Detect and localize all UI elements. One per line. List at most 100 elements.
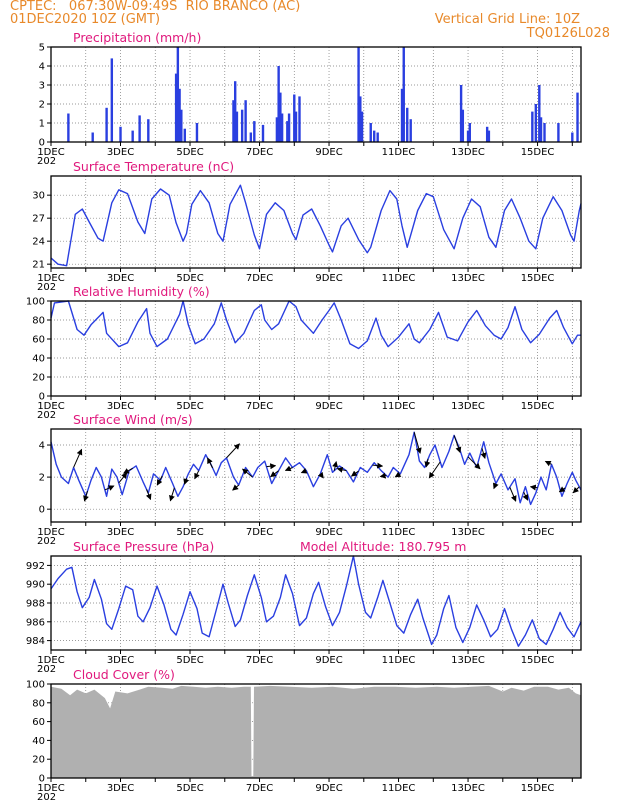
surface-pressure-frame <box>50 555 582 651</box>
wind-arrow <box>522 491 529 501</box>
wind-arrow <box>300 467 308 474</box>
surface-wind-xtick-label: 13DEC <box>451 527 485 538</box>
surface-wind-ytick-label: 4 <box>39 441 45 452</box>
wind-arrow <box>284 465 293 472</box>
cloud-cover-ytick-label: 0 <box>39 774 45 785</box>
surface-pressure-xtick-label: 9DEC <box>315 655 342 666</box>
wind-arrow <box>509 486 517 502</box>
precipitation-bar <box>571 132 574 142</box>
precipitation-xtick-label: 11DEC <box>382 147 416 158</box>
wind-arrow <box>118 472 128 484</box>
wind-arrow <box>232 484 239 491</box>
relative-humidity-xtick-label: 13DEC <box>451 401 485 412</box>
grid-note: Vertical Grid Line: 10Z <box>434 12 580 27</box>
surface-pressure-xtick-label: 7DEC <box>246 655 273 666</box>
surface-temperature-ytick-label: 24 <box>32 237 45 248</box>
precipitation-ytick-label: 1 <box>39 119 45 130</box>
precipitation-bar <box>376 132 379 142</box>
surface-pressure-xtick-label: 3DEC <box>107 655 134 666</box>
surface-wind-line <box>50 431 582 506</box>
precipitation-bar <box>280 113 284 142</box>
precipitation-bar <box>538 85 541 142</box>
wind-arrow <box>73 448 83 468</box>
precipitation-bar <box>409 119 412 142</box>
wind-arrow <box>493 482 499 490</box>
precipitation-bar <box>576 92 579 142</box>
surface-wind-title: Surface Wind (m/s) <box>73 412 193 427</box>
wind-arrow <box>317 471 324 479</box>
precipitation-bar <box>298 96 301 142</box>
surface-pressure-ytick-label: 984 <box>26 636 45 647</box>
wind-arrow <box>241 468 253 478</box>
precipitation-bar <box>461 109 465 142</box>
precipitation-bar <box>287 113 291 142</box>
wind-arrow <box>145 489 152 501</box>
surface-pressure-year-label: 202 <box>37 664 56 675</box>
surface-pressure-panel: 984 986 988 990 992 1DEC 3DEC 5DEC 7DEC 9DEC 11DEC… <box>26 539 582 675</box>
surface-wind-panel: 0 2 4 1DEC 3DEC 5DEC 7DEC 9DEC 11DEC 13DEC 15DEC 20… <box>37 412 582 547</box>
cloud-cover-frame <box>50 683 582 779</box>
relative-humidity-xtick-label: 7DEC <box>246 401 273 412</box>
precipitation-bar <box>176 47 180 142</box>
precipitation-bar <box>233 81 237 142</box>
precipitation-ytick-label: 4 <box>39 62 45 73</box>
wind-arrow <box>123 467 133 474</box>
precipitation-frame <box>50 46 582 143</box>
precipitation-xtick-label: 5DEC <box>176 147 203 158</box>
station-header: CPTEC: 067:30W-09:49S RIO BRANCO (AC) <box>10 0 301 14</box>
precipitation-bar <box>534 104 538 142</box>
precipitation-bar <box>400 88 404 142</box>
wind-arrow <box>572 486 580 494</box>
run-date: 01DEC2020 10Z (GMT) <box>10 12 161 27</box>
precipitation-bar <box>360 111 364 142</box>
cloud-cover-title: Cloud Cover (%) <box>73 667 175 682</box>
cloud-cover-ytick-label: 40 <box>32 736 45 747</box>
relative-humidity-xtick-label: 15DEC <box>521 401 555 412</box>
precipitation-bar <box>402 47 405 142</box>
surface-pressure-xtick-label: 13DEC <box>451 655 485 666</box>
relative-humidity-xtick-label: 3DEC <box>107 401 134 412</box>
wind-arrow <box>467 456 481 470</box>
precipitation-ytick-label: 5 <box>39 43 45 54</box>
wind-arrow <box>266 463 277 470</box>
surface-wind-xtick-label: 1DEC <box>37 527 64 538</box>
precipitation-bar <box>138 115 141 142</box>
precipitation-bar <box>105 107 108 142</box>
cloud-cover-xtick-label: 11DEC <box>382 783 416 794</box>
model-altitude: Model Altitude: 180.795 m <box>300 539 466 554</box>
precipitation-bar <box>406 107 409 142</box>
relative-humidity-xtick-label: 1DEC <box>37 401 64 412</box>
surface-wind-xtick-label: 11DEC <box>382 527 416 538</box>
wind-arrow <box>544 460 552 467</box>
wind-arrow <box>183 478 190 485</box>
precipitation-xtick-label: 7DEC <box>246 147 273 158</box>
precipitation-bar <box>253 121 256 142</box>
surface-temperature-xtick-label: 5DEC <box>176 273 203 284</box>
precipitation-year-label: 202 <box>37 156 56 167</box>
cloud-cover-ytick-label: 80 <box>32 698 45 709</box>
surface-temperature-xtick-label: 7DEC <box>246 273 273 284</box>
surface-pressure-title: Surface Pressure (hPa) <box>73 539 214 554</box>
surface-temperature-xtick-label: 11DEC <box>382 273 416 284</box>
surface-temperature-xtick-label: 3DEC <box>107 273 134 284</box>
precipitation-xtick-label: 1DEC <box>37 147 64 158</box>
precipitation-bar <box>539 117 543 142</box>
precipitation-bar <box>110 58 114 142</box>
relative-humidity-ytick-label: 40 <box>32 354 45 365</box>
precipitation-bar <box>91 132 94 142</box>
wind-arrow <box>169 487 175 502</box>
precipitation-bar <box>277 66 280 142</box>
relative-humidity-xtick-label: 11DEC <box>382 401 416 412</box>
relative-humidity-frame <box>50 300 582 397</box>
precipitation-bar <box>468 123 471 142</box>
precipitation-ytick-label: 0 <box>39 138 45 149</box>
wind-arrow <box>529 484 538 491</box>
wind-arrow <box>226 443 241 459</box>
relative-humidity-line <box>50 300 581 350</box>
surface-wind-xtick-label: 3DEC <box>107 527 134 538</box>
precipitation-bar <box>147 119 150 142</box>
precipitation-bar <box>359 96 362 142</box>
wind-arrow <box>270 470 279 478</box>
precipitation-xtick-label: 15DEC <box>521 147 555 158</box>
surface-wind-ytick-label: 0 <box>39 505 45 516</box>
